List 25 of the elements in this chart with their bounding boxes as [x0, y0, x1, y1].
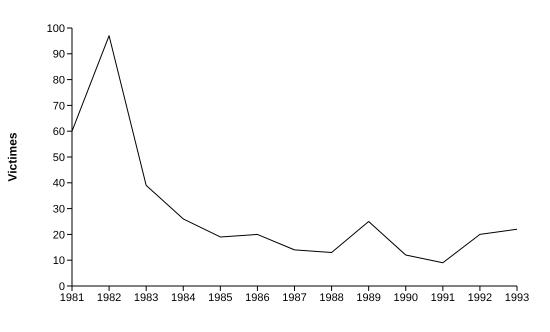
y-tick-label: 100: [46, 22, 65, 35]
y-tick-label: 10: [52, 255, 65, 268]
x-tick-label: 1989: [356, 292, 381, 304]
y-tick-label: 20: [52, 229, 65, 242]
x-tick-label: 1982: [96, 292, 122, 304]
x-tick-label: 1985: [208, 292, 233, 304]
y-tick-label: 90: [52, 48, 65, 61]
y-tick-label: 60: [52, 126, 65, 138]
x-tick-label: 1988: [319, 292, 344, 304]
x-tick-label: 1984: [171, 292, 196, 304]
y-tick-label: 30: [52, 204, 65, 216]
x-tick-label: 1991: [430, 292, 456, 304]
y-tick-label: 0: [58, 280, 65, 293]
y-tick-label: 80: [52, 74, 65, 87]
x-tick-label: 1981: [60, 292, 84, 304]
y-tick-label: 50: [52, 152, 65, 164]
x-tick-label: 1983: [134, 292, 158, 304]
y-tick-label: 40: [52, 178, 65, 190]
x-tick-label: 1987: [282, 292, 307, 304]
x-tick-label: 1990: [394, 292, 418, 304]
x-tick-label: 1993: [504, 292, 530, 304]
x-tick-label: 1992: [468, 292, 492, 304]
y-axis-title: Victimes: [5, 132, 20, 182]
y-tick-label: 70: [52, 100, 65, 112]
x-tick-label: 1986: [245, 292, 270, 304]
